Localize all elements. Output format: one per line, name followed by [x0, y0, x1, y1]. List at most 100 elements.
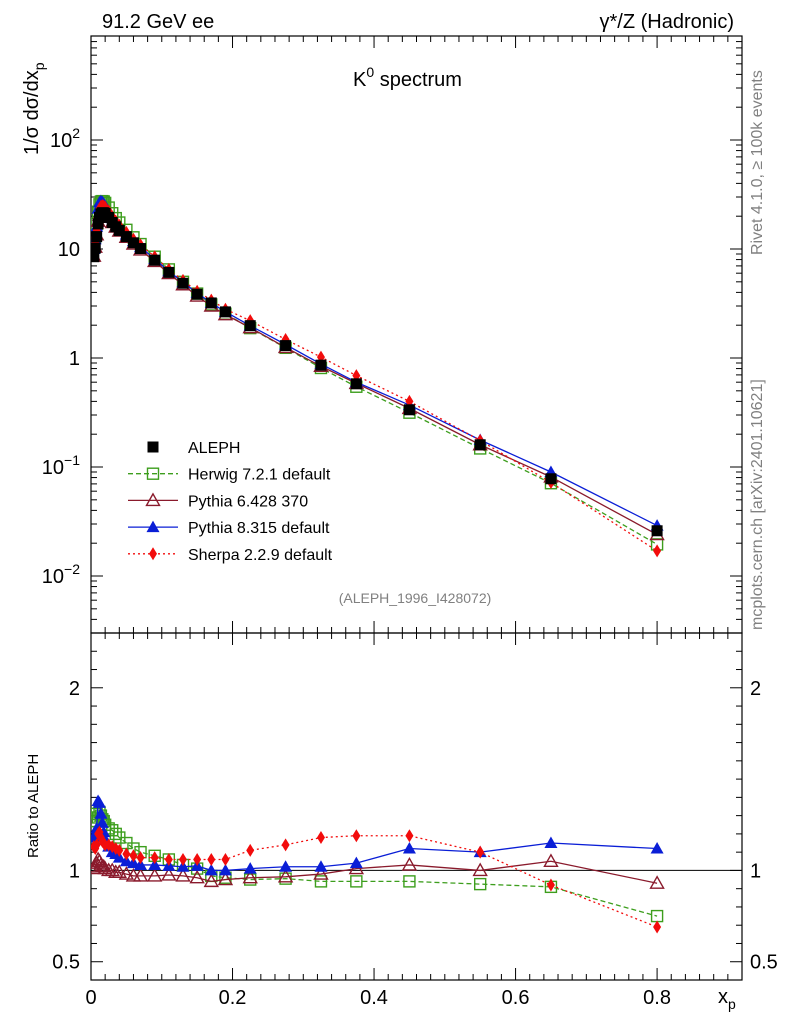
- legend-label-pythia-6-428-370: Pythia 6.428 370: [188, 493, 308, 510]
- ratio-point-pythia-6-428-370: [401, 857, 418, 871]
- main-plot: 10−2 10−1 1 10 102: [42, 35, 743, 634]
- y-tick-label-ratio: 0.5: [52, 952, 80, 974]
- legend-marker-aleph: [147, 441, 159, 453]
- ratio-point-pythia-8-315-default: [314, 860, 328, 872]
- ratio-point-pythia-6-428-370: [313, 866, 329, 880]
- legend-marker-pythia-6-428-370: [145, 492, 161, 507]
- ratio-point-pythia-6-428-370: [97, 860, 113, 875]
- ratio-plot: 0 0.2 0.4 0.6 0.8 0.5 0.5 1 1 2 2: [52, 632, 778, 1009]
- ratio-point-pythia-8-315-default: [279, 860, 293, 872]
- y-tick-label-main: 10−1: [42, 452, 80, 479]
- ratio-point-pythia-8-315-default: [544, 836, 558, 849]
- x-tick-label: 0: [85, 987, 96, 1009]
- ratio-point-pythia-6-428-370: [277, 868, 294, 883]
- series-line-pythia-8-315-default: [93, 200, 658, 527]
- point-aleph: [315, 359, 327, 371]
- point-aleph: [350, 378, 362, 390]
- ratio-point-pythia-6-428-370: [472, 862, 488, 877]
- y-tick-label-main: 10−2: [42, 561, 80, 588]
- ratio-point-pythia-8-315-default: [92, 796, 106, 808]
- point-aleph: [91, 251, 100, 263]
- ratio-point-sherpa-2-2-9-default: [129, 849, 138, 863]
- point-sherpa-2-2-9-default: [653, 544, 662, 558]
- point-aleph: [127, 237, 139, 249]
- point-aleph: [219, 306, 231, 318]
- point-aleph: [135, 243, 147, 255]
- legend: ALEPH Herwig 7.2.1 default Pythia 6.428 37…: [128, 440, 333, 564]
- ratio-point-pythia-6-428-370: [217, 871, 234, 886]
- ratio-point-pythia-6-428-370: [203, 873, 219, 888]
- reference-label: (ALEPH_1996_I428072): [339, 590, 492, 606]
- ratio-point-sherpa-2-2-9-default: [115, 843, 124, 857]
- series-line-sherpa-2-2-9-default: [93, 204, 658, 552]
- ratio-point-sherpa-2-2-9-default: [281, 838, 290, 852]
- ratio-point-pythia-8-315-default: [402, 842, 416, 854]
- point-aleph: [244, 320, 256, 332]
- ratio-point-pythia-8-315-default: [94, 807, 108, 819]
- main-y-axis-label: 1/σ dσ/dxp: [21, 62, 47, 155]
- y-tick-label-ratio: 1: [69, 860, 80, 882]
- ratio-point-pythia-6-428-370: [649, 875, 665, 889]
- ratio-point-pythia-8-315-default: [204, 863, 218, 876]
- point-aleph: [474, 439, 486, 451]
- mcplots-label: mcplots.cern.ch [arXiv:2401.10621]: [749, 379, 766, 630]
- y-tick-label-ratio-right: 0.5: [750, 952, 778, 974]
- ratio-point-pythia-8-315-default: [218, 863, 232, 876]
- ratio-point-pythia-6-428-370: [161, 867, 177, 881]
- header-left: 91.2 GeV ee: [102, 11, 214, 33]
- ratio-point-sherpa-2-2-9-default: [150, 851, 159, 865]
- legend-marker-herwig-7-2-1-default: [146, 467, 160, 480]
- ratio-point-pythia-6-428-370: [175, 867, 191, 882]
- legend-label-herwig-7-2-1-default: Herwig 7.2.1 default: [188, 467, 331, 484]
- y-tick-label-main: 10: [58, 239, 80, 261]
- point-aleph: [120, 231, 132, 243]
- point-aleph: [205, 297, 217, 309]
- ratio-point-pythia-6-428-370: [242, 869, 258, 884]
- ratio-point-sherpa-2-2-9-default: [193, 852, 202, 866]
- point-aleph: [113, 224, 125, 236]
- ratio-point-herwig-7-2-1-default: [109, 827, 122, 841]
- ratio-point-herwig-7-2-1-default: [403, 875, 416, 888]
- ratio-series-layer: [91, 794, 665, 934]
- x-tick-label: 0.2: [219, 987, 247, 1009]
- ratio-point-herwig-7-2-1-default: [106, 824, 119, 837]
- main-series-layer: [91, 194, 665, 558]
- y-tick-label-main: 1: [69, 348, 80, 370]
- legend-label-pythia-8-315-default: Pythia 8.315 default: [188, 520, 330, 537]
- ratio-point-sherpa-2-2-9-default: [164, 852, 173, 866]
- ratio-point-sherpa-2-2-9-default: [653, 920, 662, 934]
- ratio-point-pythia-8-315-default: [243, 862, 257, 874]
- ratio-point-sherpa-2-2-9-default: [246, 843, 255, 857]
- legend-marker-sherpa-2-2-9-default: [149, 547, 157, 561]
- ratio-point-pythia-6-428-370: [104, 862, 120, 877]
- ratio-point-pythia-8-315-default: [650, 842, 664, 854]
- point-aleph: [149, 254, 161, 266]
- point-aleph: [163, 266, 175, 278]
- point-aleph: [403, 404, 415, 416]
- ratio-point-pythia-6-428-370: [118, 866, 135, 880]
- ratio-point-pythia-6-428-370: [189, 869, 205, 884]
- point-aleph: [651, 525, 663, 537]
- legend-label-aleph: ALEPH: [188, 440, 240, 457]
- point-aleph: [191, 288, 203, 300]
- ratio-point-pythia-8-315-default: [148, 858, 162, 870]
- ratio-point-pythia-6-428-370: [132, 867, 149, 882]
- point-aleph: [280, 340, 292, 352]
- ratio-point-herwig-7-2-1-default: [473, 877, 487, 891]
- ratio-point-sherpa-2-2-9-default: [352, 829, 361, 843]
- point-aleph: [177, 277, 189, 289]
- main-frame: [90, 35, 743, 634]
- point-aleph: [92, 218, 104, 230]
- ratio-point-sherpa-2-2-9-default: [476, 845, 485, 859]
- ratio-line-herwig-7-2-1-default: [93, 809, 658, 917]
- ratio-point-pythia-6-428-370: [543, 853, 559, 867]
- legend-label-sherpa-2-2-9-default: Sherpa 2.2.9 default: [188, 547, 333, 564]
- ratio-point-sherpa-2-2-9-default: [546, 878, 555, 892]
- ratio-line-sherpa-2-2-9-default: [93, 830, 658, 928]
- ratio-point-sherpa-2-2-9-default: [122, 847, 131, 861]
- ratio-point-sherpa-2-2-9-default: [178, 852, 187, 866]
- ratio-point-pythia-8-315-default: [112, 851, 126, 863]
- ratio-frame: [90, 632, 743, 981]
- ratio-point-sherpa-2-2-9-default: [207, 852, 216, 866]
